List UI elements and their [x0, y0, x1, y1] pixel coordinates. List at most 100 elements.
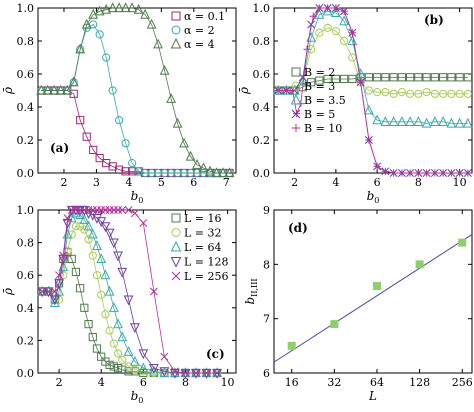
y-tick-label: 1.0 — [17, 2, 35, 15]
panel-label: (a) — [50, 141, 69, 155]
data-point — [363, 104, 374, 115]
data-point — [109, 362, 118, 371]
panel-c: 2 4 6 8 10 0.0 0.2 0.4 0.6 0.8 1.0 b0 ρ̄ L = 16 L = 32… — [1, 204, 237, 405]
plot-frame — [273, 7, 473, 174]
data-point — [118, 365, 127, 374]
x-tick-label: 2 — [291, 176, 298, 189]
data-point — [340, 7, 348, 15]
data-point — [224, 167, 235, 178]
data-point — [114, 2, 125, 13]
data-point — [373, 73, 382, 82]
y-tick-label: 0.6 — [253, 68, 271, 81]
x-tick-label: 8 — [415, 176, 422, 189]
x-tick-label: 128 — [409, 376, 430, 389]
x-tick-label: 16 — [285, 376, 299, 389]
data-point — [92, 271, 102, 280]
data-point — [68, 76, 79, 87]
data-point — [160, 168, 169, 178]
data-point — [205, 165, 215, 176]
data-point — [123, 346, 134, 356]
data-point — [87, 210, 98, 221]
legend-label: B = 10 — [304, 122, 342, 135]
data-point — [113, 364, 123, 373]
data-point — [88, 251, 97, 260]
y-tick-label: 0.6 — [17, 68, 35, 81]
data-point — [180, 368, 191, 379]
data-point — [458, 238, 467, 247]
data-point — [71, 267, 81, 277]
data-point — [123, 295, 134, 306]
legend-marker — [170, 240, 182, 252]
legend-label: B = 2 — [304, 66, 335, 79]
data-point — [406, 89, 415, 98]
y-axis-label: bII,III — [243, 278, 259, 304]
data-point — [38, 287, 47, 296]
data-point — [128, 167, 137, 176]
data-point — [406, 73, 415, 82]
data-point — [159, 64, 170, 75]
panel-a: 2 3 4 5 6 7 0.0 0.2 0.4 0.6 0.8 1.0 b0 ρ̄ α = 0.1α = 2… — [1, 2, 237, 205]
data-point — [414, 169, 422, 177]
data-point — [59, 251, 68, 260]
legend-label: B = 3 — [304, 80, 335, 93]
x-axis-label: b0 — [131, 189, 144, 205]
data-point — [455, 73, 464, 82]
y-tick-label: 1.0 — [17, 204, 35, 217]
data-point — [75, 209, 86, 219]
data-point — [332, 4, 340, 12]
data-point — [218, 167, 228, 178]
data-point — [192, 159, 202, 169]
data-point — [192, 168, 202, 178]
data-point — [42, 84, 53, 95]
data-point — [397, 73, 406, 82]
data-point — [102, 53, 111, 62]
y-tick-label: 0.4 — [17, 101, 35, 114]
data-point — [454, 117, 465, 128]
data-point — [179, 137, 189, 148]
data-point — [463, 73, 472, 82]
data-point — [415, 260, 424, 269]
data-point — [315, 28, 324, 37]
data-point — [146, 18, 157, 29]
legend-marker — [291, 81, 301, 91]
legend-label: α = 2 — [184, 24, 215, 37]
series-3 — [36, 2, 235, 178]
data-point — [80, 303, 89, 312]
data-point — [117, 331, 128, 342]
data-point — [323, 23, 332, 32]
data-point — [463, 89, 472, 98]
x-tick-label: 2 — [60, 176, 67, 189]
data-point — [439, 89, 448, 98]
legend-marker — [170, 257, 182, 268]
y-tick-label: 0.6 — [17, 269, 35, 282]
x-axis-label: L — [368, 389, 377, 403]
data-point — [113, 318, 123, 329]
data-point — [357, 78, 365, 86]
data-point — [149, 287, 158, 296]
data-point — [414, 73, 423, 82]
data-point — [364, 73, 373, 82]
data-point — [139, 219, 148, 227]
data-point — [348, 29, 356, 37]
data-point — [365, 136, 373, 144]
data-point — [101, 3, 112, 14]
data-point — [108, 302, 119, 312]
data-point — [413, 116, 424, 126]
series-line — [278, 76, 468, 91]
data-point — [348, 74, 357, 84]
data-point — [115, 116, 124, 125]
data-point — [446, 117, 457, 128]
data-point — [96, 253, 107, 263]
data-point — [141, 168, 150, 178]
legend-marker — [171, 228, 181, 237]
x-tick-label: 8 — [182, 376, 189, 389]
data-point — [372, 114, 383, 125]
data-point — [373, 162, 381, 170]
data-point — [109, 339, 118, 348]
data-point — [107, 2, 118, 13]
series-5 — [38, 206, 221, 377]
data-point — [67, 254, 76, 264]
data-point — [81, 18, 92, 29]
data-point — [82, 132, 91, 141]
